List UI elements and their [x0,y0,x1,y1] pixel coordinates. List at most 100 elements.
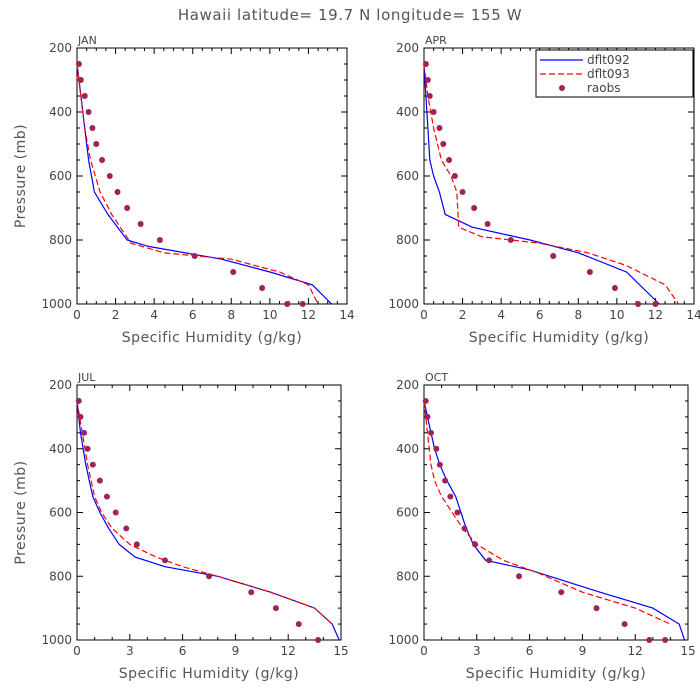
x-axis-label: Specific Humidity (g/kg) [469,330,649,346]
x-tick-label: 0 [73,644,81,658]
x-tick-label: 0 [420,308,428,322]
y-tick-label: 600 [396,506,419,520]
raobs-point [422,397,429,404]
raobs-point [472,541,479,548]
y-tick-label: 1000 [41,297,72,311]
raobs-point [652,301,659,307]
raobs-point [433,445,440,452]
raobs-point [230,269,237,275]
figure-title: Hawaii latitude= 19.7 N longitude= 155 W [178,6,522,24]
raobs-point [99,157,106,163]
raobs-point [454,509,461,516]
y-tick-label: 200 [396,378,419,392]
raobs-point [89,461,96,468]
panel-apr: 0 2 4 6 8 10 12 14 200 400 600 800 1000 APR Specific H… [388,34,700,346]
x-tick-label: 14 [686,308,700,322]
x-tick-label: 6 [189,308,197,322]
raobs-point [516,573,523,580]
raobs-point [662,637,669,643]
raobs-point [272,605,279,612]
raobs-point [123,525,130,532]
x-tick-label: 6 [179,644,187,658]
dflt093-line [76,63,319,305]
x-tick-label: 15 [333,644,348,658]
x-tick-label: 12 [648,308,663,322]
y-tick-label: 400 [396,442,419,456]
raobs-point [635,301,642,307]
raobs-point [248,589,255,596]
y-axis-label: Pressure (mb) [13,460,29,564]
x-tick-label: 8 [227,308,235,322]
raobs-point [112,509,119,516]
y-tick-label: 1000 [41,633,72,647]
raobs-point [558,589,565,596]
y-tick-label: 800 [396,233,419,247]
raobs-point [436,461,443,468]
raobs-point [550,253,557,259]
dflt093-line [76,400,333,625]
raobs-point [162,557,168,564]
x-axis-label: Specific Humidity (g/kg) [466,666,646,682]
x-tick-label: 3 [473,644,481,658]
x-axis-label: Specific Humidity (g/kg) [122,330,302,346]
y-tick-label: 400 [396,105,419,119]
raobs-point [507,237,514,243]
raobs-point [447,493,454,500]
legend-label: dflt093 [587,67,630,81]
x-tick-label: 6 [526,644,534,658]
x-tick-label: 8 [574,308,582,322]
raobs-point [295,621,302,628]
raobs-point [461,525,468,532]
x-tick-label: 10 [262,308,277,322]
raobs-point [315,637,322,643]
raobs-point [426,93,433,99]
raobs-point [424,77,431,83]
x-tick-label: 9 [579,644,587,658]
raobs-point [124,205,131,211]
panel-label: APR [425,34,447,47]
y-axis-label: Pressure (mb) [13,124,29,228]
y-tick-label: 800 [49,569,72,583]
x-tick-label: 4 [150,308,158,322]
x-tick-label: 12 [301,308,316,322]
raobs-point [436,125,443,131]
raobs-point [259,285,266,291]
x-tick-label: 9 [232,644,240,658]
raobs-point [424,413,431,420]
raobs-point [446,157,453,163]
dflt093-line [423,63,680,305]
raobs-point [442,477,449,484]
x-tick-label: 15 [680,644,695,658]
x-tick-label: 14 [339,308,354,322]
raobs-point [299,301,306,307]
raobs-point [89,125,96,131]
y-tick-label: 1000 [388,633,419,647]
raobs-point [81,429,88,436]
raobs-point [84,445,91,452]
raobs-point [191,253,198,259]
dflt092-line [423,400,686,641]
y-tick-label: 200 [49,41,72,55]
raobs-point [137,221,144,227]
raobs-point [422,61,429,67]
x-tick-label: 3 [126,644,134,658]
y-tick-label: 200 [49,378,72,392]
y-tick-label: 600 [49,506,72,520]
legend-swatch-raobs [559,85,565,91]
panel-label: JAN [77,34,97,47]
panel-label: OCT [425,371,448,384]
y-tick-label: 800 [49,233,72,247]
y-tick-label: 400 [49,442,72,456]
y-tick-label: 800 [396,569,419,583]
raobs-point [206,573,212,580]
panel-jan: 0 2 4 6 8 10 12 14 200 400 600 800 1000 JAN Specific H… [13,34,355,346]
raobs-point [486,557,493,564]
raobs-point [106,173,113,179]
y-tick-label: 600 [396,169,419,183]
x-tick-label: 12 [281,644,296,658]
raobs-point [586,269,593,275]
raobs-point [484,221,491,227]
panel-oct: 0 3 6 9 12 15 200 400 600 800 1000 OCT Specific Humi… [388,371,695,682]
